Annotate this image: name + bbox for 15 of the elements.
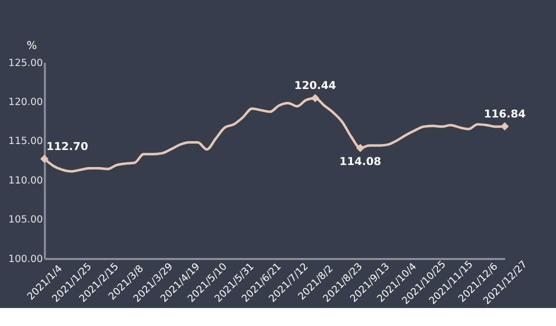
data-label: 120.44: [294, 79, 337, 92]
data-label: 114.08: [339, 154, 382, 168]
y-tick-label: 105.00: [8, 214, 43, 226]
y-tick-label: 115.00: [8, 136, 43, 148]
y-axis-title: %: [26, 39, 37, 52]
point: [311, 94, 320, 102]
data-label: 116.84: [484, 107, 526, 120]
y-tick-label: 110.00: [8, 175, 43, 186]
point: [40, 154, 48, 163]
data-label: 112.70: [46, 140, 89, 153]
y-tick-label: 100.00: [8, 254, 43, 265]
y-tick-label: 125.00: [8, 58, 43, 69]
point: [500, 122, 509, 130]
point: [356, 144, 364, 152]
y-tick-label: 120.00: [8, 97, 43, 108]
